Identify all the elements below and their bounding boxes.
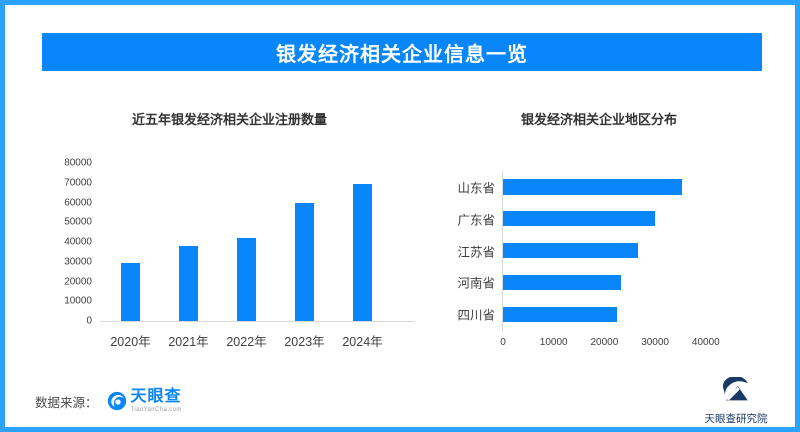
bar-广东省 — [503, 210, 656, 227]
research-institute-name: 天眼查研究院 — [704, 413, 768, 425]
y-axis-tick-label: 20000 — [64, 276, 92, 287]
research-institute-logo: 天眼查研究院 — [698, 376, 774, 426]
y-axis-tick-label: 10000 — [64, 295, 92, 307]
research-institute-icon — [722, 376, 748, 401]
bar-四川省 — [503, 306, 617, 323]
x-axis-category-label: 2024年 — [342, 335, 383, 349]
x-axis-category-label: 2023年 — [284, 335, 325, 349]
x-axis-tick-label: 10000 — [539, 337, 568, 348]
y-axis-tick-label: 30000 — [64, 256, 92, 268]
bar-河南省 — [503, 274, 622, 291]
province-label: 四川省 — [457, 308, 495, 323]
tianyancha-url: TianYanCha.com — [130, 407, 182, 413]
bar-2021年 — [179, 245, 198, 321]
tianyancha-wordmark: 天眼查 TianYanCha.com — [130, 388, 182, 414]
x-axis-tick-label: 40000 — [691, 337, 720, 348]
bar-2024年 — [353, 183, 372, 321]
tianyancha-name: 天眼查 — [130, 388, 182, 405]
data-source: 数据来源： 天眼查 TianYanCha.com — [35, 387, 182, 415]
province-label: 山东省 — [457, 181, 495, 196]
x-axis-tick-label: 20000 — [590, 337, 619, 348]
region-chart-title: 银发经济相关企业地区分布 — [521, 112, 678, 127]
y-axis-tick-label: 40000 — [64, 236, 92, 248]
banner: 银发经济相关企业信息一览 — [42, 33, 762, 71]
tianyancha-eye-icon — [107, 391, 126, 411]
bar-山东省 — [503, 179, 682, 195]
page-title: 银发经济相关企业信息一览 — [276, 43, 528, 66]
y-axis-tick-label: 0 — [86, 315, 92, 327]
y-axis-tick-label: 80000 — [64, 157, 92, 169]
y-axis-tick-label: 70000 — [64, 177, 92, 189]
province-label: 河南省 — [457, 276, 495, 291]
x-axis-category-label: 2022年 — [226, 335, 267, 349]
y-axis-line — [502, 171, 503, 331]
tianyancha-logo: 天眼查 TianYanCha.com — [107, 389, 182, 413]
y-axis-tick-label: 50000 — [64, 216, 92, 228]
bar-江苏省 — [503, 242, 639, 259]
bar-2022年 — [237, 238, 256, 321]
province-label: 广东省 — [457, 213, 495, 228]
y-axis-tick-label: 60000 — [64, 197, 92, 208]
province-label: 江苏省 — [457, 245, 495, 260]
data-source-label: 数据来源： — [35, 395, 98, 410]
bar-2020年 — [121, 262, 140, 321]
bar-2023年 — [295, 203, 314, 321]
registration-chart-title: 近五年银发经济相关企业注册数量 — [132, 112, 328, 127]
x-axis-line — [100, 321, 415, 322]
x-axis-category-label: 2020年 — [110, 335, 151, 349]
x-axis-tick-label: 30000 — [641, 337, 669, 348]
x-axis-tick-label: 0 — [500, 337, 506, 348]
x-axis-category-label: 2021年 — [168, 335, 209, 349]
